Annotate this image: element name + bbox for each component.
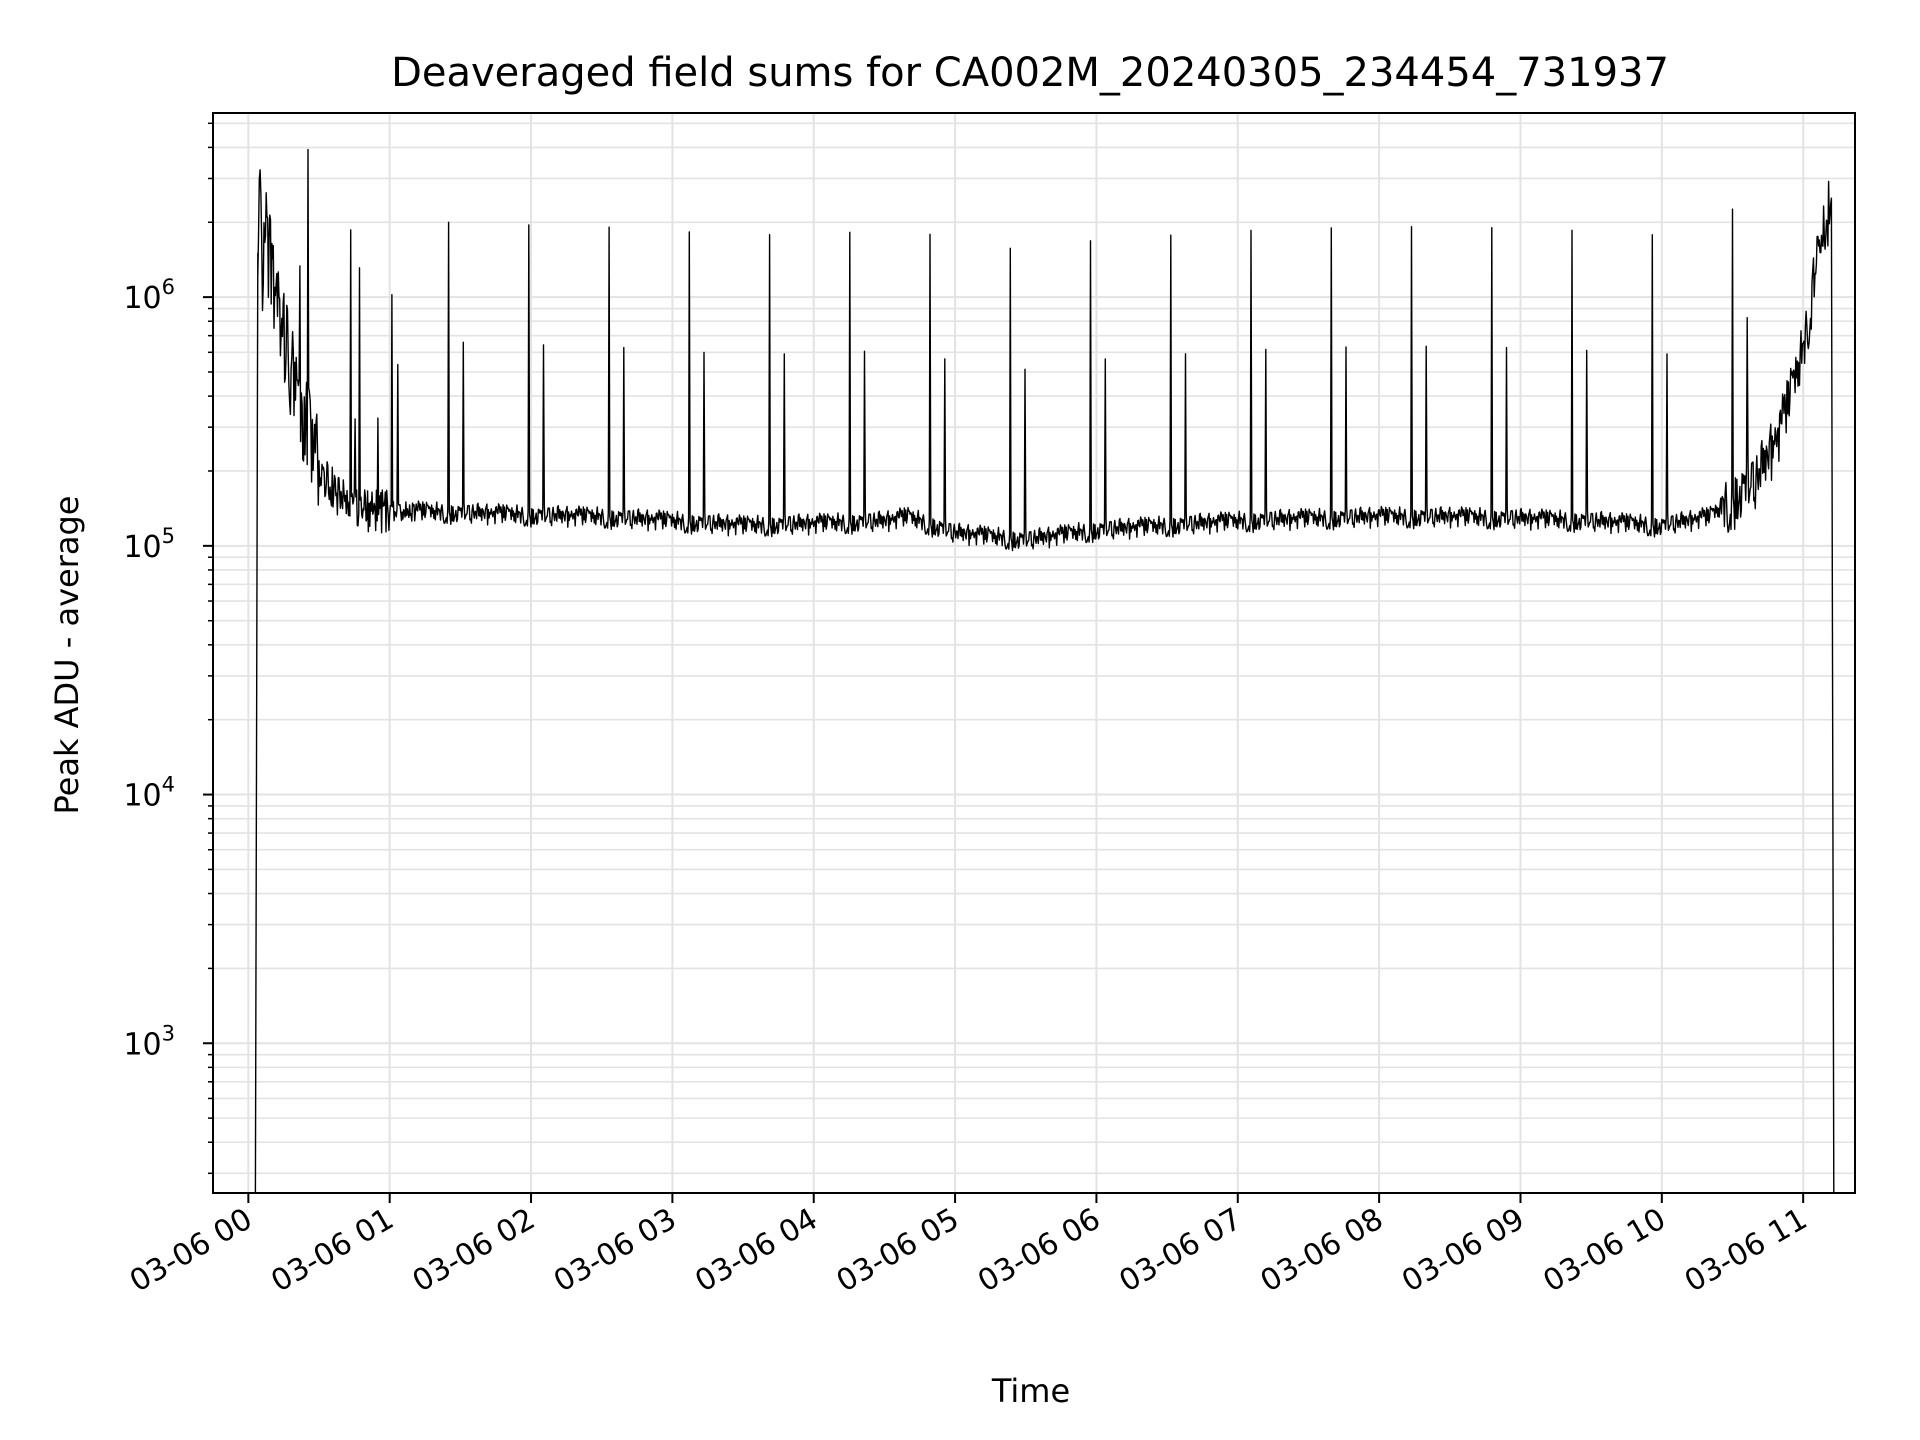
y-tick-exponent: 6 [162,275,175,299]
series-line [254,148,1835,1194]
data-layer [254,148,1835,1194]
y-tick-base: 10 [123,281,161,316]
y-tick-base: 10 [123,779,161,814]
y-axis-title: Peak ADU - average [48,496,86,815]
y-tick-exponent: 4 [162,773,175,797]
grid [213,113,1855,1193]
y-tick-exponent: 3 [162,1021,175,1045]
y-tick-base: 10 [123,1027,161,1062]
y-tick-exponent: 5 [162,524,175,548]
y-tick-label: 103 [123,1021,175,1062]
y-tick-label: 105 [123,524,175,565]
plot-frame [212,112,1856,1194]
y-tick-label: 106 [123,275,175,316]
y-tick-base: 10 [123,530,161,565]
x-axis-title: Time [991,1372,1070,1410]
y-tick-label: 104 [123,773,175,814]
chart-title: Deaveraged field sums for CA002M_2024030… [391,50,1669,96]
